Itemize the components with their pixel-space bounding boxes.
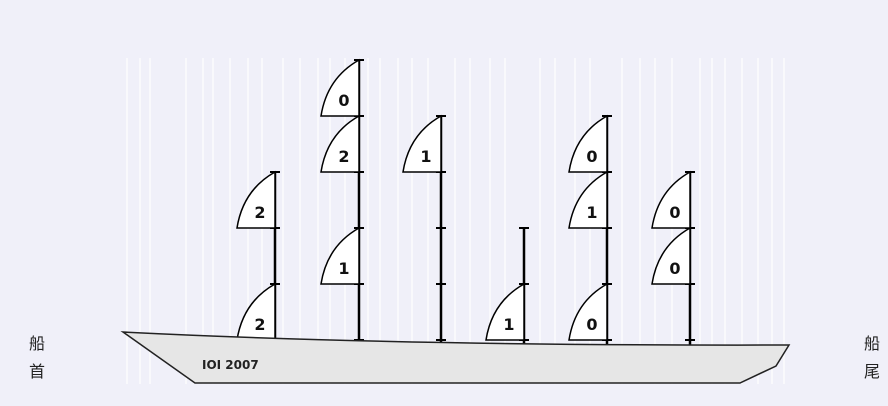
bow-label-top: 船 bbox=[28, 334, 45, 353]
sail-count: 1 bbox=[420, 147, 431, 166]
mast: 1 2 0 bbox=[320, 58, 364, 347]
mast: 1 bbox=[402, 114, 446, 347]
mast: 1 bbox=[485, 227, 529, 347]
sail-count: 0 bbox=[586, 315, 597, 334]
sail bbox=[320, 114, 360, 173]
sail bbox=[651, 226, 691, 285]
sail bbox=[320, 226, 360, 285]
stern-label-bottom: 尾 bbox=[863, 362, 880, 381]
sail-count: 2 bbox=[254, 315, 265, 334]
sail bbox=[402, 114, 442, 173]
stern-label-top: 船 bbox=[863, 334, 880, 353]
sail bbox=[320, 58, 360, 117]
sail-count: 2 bbox=[338, 147, 349, 166]
sail bbox=[568, 114, 608, 173]
stern-label: 船 尾 bbox=[862, 330, 882, 386]
sail bbox=[236, 170, 276, 229]
sail-count: 0 bbox=[669, 259, 680, 278]
sail bbox=[568, 170, 608, 229]
sail bbox=[485, 282, 525, 341]
sail-count: 1 bbox=[503, 315, 514, 334]
mast: 0 1 0 bbox=[568, 114, 612, 347]
sail-count: 1 bbox=[586, 203, 597, 222]
sail-count: 1 bbox=[338, 259, 349, 278]
sail-count: 0 bbox=[669, 203, 680, 222]
hull bbox=[120, 331, 791, 384]
mast: 22 bbox=[236, 170, 280, 347]
sail-count: 0 bbox=[586, 147, 597, 166]
hull-label: IOI 2007 bbox=[202, 358, 259, 372]
sail-count: 2 bbox=[254, 203, 265, 222]
mast: 00 bbox=[651, 170, 695, 347]
sail-count: 0 bbox=[338, 91, 349, 110]
sail bbox=[568, 282, 608, 341]
bow-label-bottom: 首 bbox=[28, 362, 45, 381]
sail bbox=[651, 170, 691, 229]
bow-label: 船 首 bbox=[27, 330, 47, 386]
